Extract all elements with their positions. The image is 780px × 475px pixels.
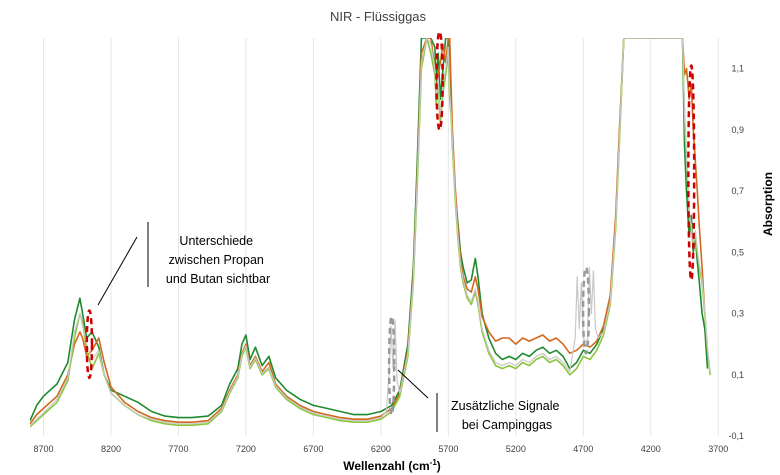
annotation-1-text: Unterschiede zwischen Propan und Butan s… (166, 234, 270, 286)
series-line-1 (30, 38, 709, 422)
highlight-ellipse-4 (387, 315, 396, 416)
x-tick-label: 8200 (101, 444, 121, 454)
grid (42, 38, 719, 436)
x-tick-label: 3700 (708, 444, 728, 454)
series-line-2 (30, 38, 706, 425)
series-line-3 (30, 38, 711, 428)
y-tick-label: -0,1 (728, 431, 744, 441)
x-axis-label: Wellenzahl (cm-1) (343, 458, 441, 473)
y-axis-ticks: -0,1 0,1 0,3 0,5 0,7 0,9 1,1 (728, 64, 744, 441)
x-tick-label: 6200 (371, 444, 391, 454)
x-tick-label: 6700 (303, 444, 323, 454)
annotation-1-line-3: und Butan sichtbar (166, 272, 270, 286)
x-tick-label: 5700 (438, 444, 458, 454)
x-tick-label: 5200 (506, 444, 526, 454)
annotation-2-text: Zusätzliche Signale bei Campinggas (451, 399, 563, 432)
annotation-2-line-1: Zusätzliche Signale (451, 399, 559, 413)
series-line-4 (30, 38, 711, 426)
x-axis-label-suffix: ) (437, 459, 441, 473)
x-tick-label: 8700 (33, 444, 53, 454)
series-group (30, 38, 711, 428)
y-tick-label: 0,9 (731, 125, 744, 135)
annotation-1-pointer (97, 236, 138, 306)
y-tick-label: 0,7 (731, 186, 744, 196)
x-tick-label: 4200 (641, 444, 661, 454)
x-axis-ticks: 8700 8200 7700 7200 6700 6200 5700 5200 4700 4200… (33, 444, 728, 454)
y-tick-label: 1,1 (731, 64, 744, 74)
x-tick-label: 4700 (573, 444, 593, 454)
annotation-1-line-2: zwischen Propan (169, 253, 264, 267)
x-axis-label-main: Wellenzahl (cm (343, 459, 429, 473)
highlight-ellipse-2 (435, 30, 444, 132)
highlight-ellipse-1 (85, 309, 94, 380)
x-axis-label-exponent: -1 (430, 458, 438, 467)
annotation-1-line-1: Unterschiede (179, 234, 253, 248)
y-tick-label: 0,3 (731, 309, 744, 319)
highlight-ellipse-5 (581, 266, 591, 355)
x-tick-label: 7700 (168, 444, 188, 454)
annotation-2-pointer (397, 369, 429, 399)
highlight-group (85, 30, 696, 416)
y-axis-label: Absorption (761, 172, 775, 236)
y-tick-label: 0,1 (731, 370, 744, 380)
annotation-2-line-2: bei Campinggas (462, 418, 552, 432)
x-tick-label: 7200 (236, 444, 256, 454)
chart-title: NIR - Flüssiggas (330, 9, 427, 24)
highlight-ellipse-3 (687, 64, 696, 282)
y-tick-label: 0,5 (731, 247, 744, 257)
